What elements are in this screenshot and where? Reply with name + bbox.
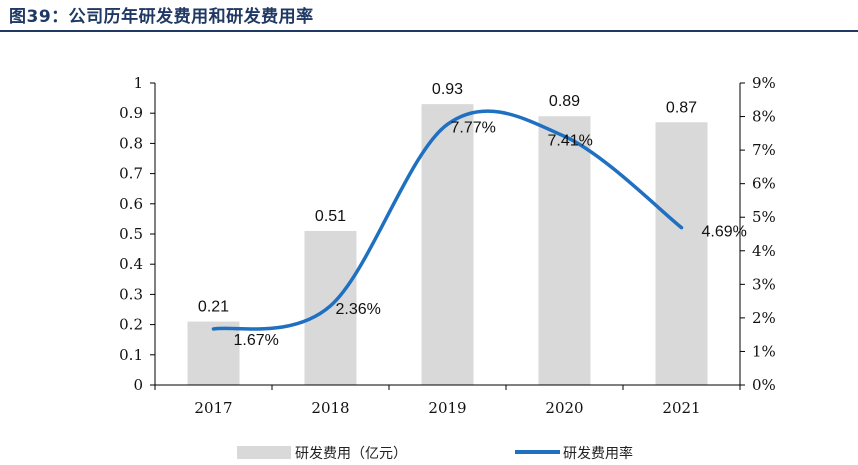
legend-bar-label: 研发费用（亿元） [295, 446, 407, 462]
left-tick-label: 0.5 [119, 225, 143, 243]
legend-line-label: 研发费用率 [563, 445, 633, 462]
bar-2017 [187, 321, 240, 385]
labels-layer: 0.21 0.51 0.93 0.89 0.87 1.67% 2.36% 7.77% 7.41%… [198, 81, 747, 349]
bar-value-label: 0.89 [549, 93, 580, 110]
right-tick-label: 1% [752, 342, 776, 360]
rate-value-label: 7.77% [451, 119, 496, 136]
legend-bar-swatch [237, 446, 291, 459]
axes-layer: 0 0.1 0.2 0.3 0.4 0.5 0.6 0.7 0.8 0.9 1 0% 1% 2% 3% 4% 5… [119, 74, 776, 417]
x-tick-label: 2019 [428, 399, 466, 417]
left-tick-label: 0.4 [119, 255, 143, 273]
left-tick-label: 0.1 [119, 346, 143, 364]
right-tick-label: 8% [752, 108, 776, 126]
line-layer [211, 109, 684, 331]
legend: 研发费用（亿元） 研发费用率 [237, 445, 633, 462]
left-tick-label: 0.8 [119, 134, 143, 152]
title-rule [0, 30, 858, 32]
right-tick-label: 0% [752, 376, 776, 394]
x-tick-label: 2018 [311, 399, 349, 417]
right-tick-label: 4% [752, 242, 776, 260]
figure-title: 图39：公司历年研发费用和研发费用率 [9, 7, 314, 27]
right-tick-label: 2% [752, 309, 776, 327]
rate-value-label: 1.67% [234, 332, 279, 349]
x-tick-label: 2020 [545, 399, 583, 417]
x-tick-label: 2021 [662, 399, 700, 417]
left-tick-label: 1 [133, 74, 143, 92]
right-tick-label: 3% [752, 275, 776, 293]
left-tick-label: 0.2 [119, 316, 143, 334]
left-tick-label: 0.3 [119, 285, 143, 303]
right-tick-label: 5% [752, 208, 776, 226]
right-tick-label: 7% [752, 141, 776, 159]
bar-value-label: 0.93 [432, 81, 463, 98]
right-tick-label: 6% [752, 175, 776, 193]
rate-line [211, 109, 684, 331]
bar-value-label: 0.21 [198, 299, 229, 316]
rate-value-label: 2.36% [336, 301, 381, 318]
x-tick-label: 2017 [194, 399, 232, 417]
bar-2021 [655, 122, 708, 385]
bar-2020 [538, 116, 591, 385]
bar-value-label: 0.87 [666, 99, 697, 116]
left-tick-label: 0 [133, 376, 143, 394]
left-tick-label: 0.6 [119, 195, 143, 213]
left-tick-label: 0.9 [119, 104, 143, 122]
bar-2019 [421, 104, 474, 385]
rate-value-label: 4.69% [702, 224, 747, 241]
bar-value-label: 0.51 [315, 208, 346, 225]
rate-value-label: 7.41% [548, 132, 593, 149]
right-tick-label: 9% [752, 74, 776, 92]
bars-layer [187, 104, 708, 385]
left-tick-label: 0.7 [119, 165, 143, 183]
